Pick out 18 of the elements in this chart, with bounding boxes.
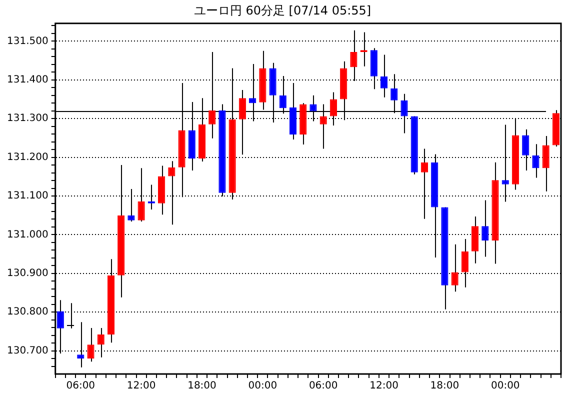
x-tick-label: 18:00: [430, 380, 460, 392]
chart-title: ユーロ円 60分足 [07/14 05:55]: [194, 3, 372, 18]
y-tick-label: 131.200: [6, 152, 48, 163]
x-tick-label: 06:00: [308, 380, 338, 392]
y-tick-label: 131.000: [6, 229, 48, 240]
y-tick-label: 130.800: [6, 306, 48, 318]
x-tick-label: 18:00: [188, 380, 216, 392]
x-tick-label: 06:00: [66, 380, 96, 392]
x-tick-label: 12:00: [370, 380, 398, 392]
y-tick-label: 130.700: [6, 345, 48, 356]
y-tick-label: 131.100: [6, 190, 48, 202]
x-tick-label: 00:00: [490, 380, 520, 392]
x-tick-label: 00:00: [248, 380, 278, 392]
y-tick-label: 130.900: [6, 268, 48, 279]
x-tick-label: 12:00: [126, 380, 156, 392]
y-tick-label: 131.300: [6, 113, 48, 124]
y-tick-label: 131.500: [6, 36, 48, 47]
y-tick-label: 131.400: [6, 74, 48, 86]
